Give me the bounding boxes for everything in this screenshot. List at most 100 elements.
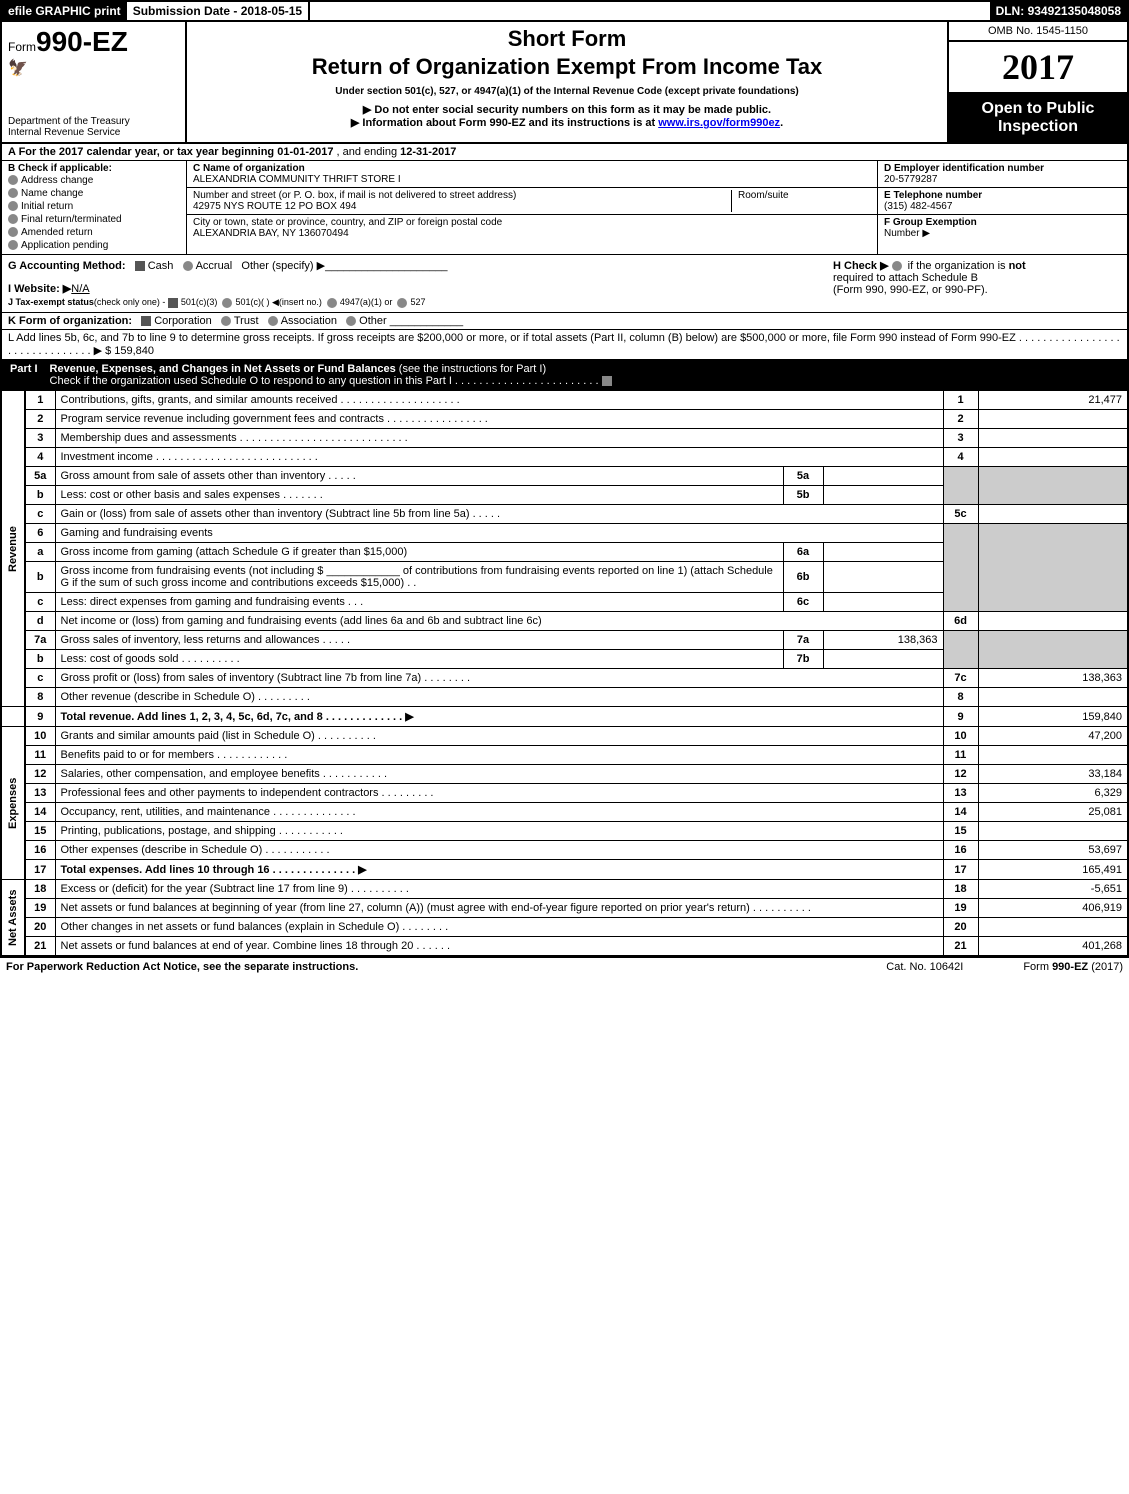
table-row: 7a Gross sales of inventory, less return… bbox=[1, 631, 1128, 650]
line-rnum: 11 bbox=[943, 746, 978, 765]
line-rnum: 5c bbox=[943, 505, 978, 524]
cb-amended-return[interactable]: Amended return bbox=[8, 226, 180, 239]
cb-address-change-label: Address change bbox=[21, 175, 93, 186]
k-label: K Form of organization: bbox=[8, 315, 132, 327]
line-desc: Gross income from fundraising events (no… bbox=[55, 562, 783, 593]
checkbox-icon[interactable] bbox=[168, 298, 178, 308]
checkbox-icon bbox=[8, 240, 18, 250]
line-rval: -5,651 bbox=[978, 880, 1128, 899]
checkbox-icon[interactable] bbox=[327, 298, 337, 308]
line-midval bbox=[823, 562, 943, 593]
department: Department of the Treasury Internal Reve… bbox=[8, 116, 179, 138]
bullet-info: ▶ Information about Form 990-EZ and its … bbox=[197, 116, 937, 129]
line-midval bbox=[823, 650, 943, 669]
submission-date-label: Submission Date - bbox=[133, 4, 241, 18]
checkbox-icon[interactable] bbox=[222, 298, 232, 308]
line-desc: Membership dues and assessments . . . . … bbox=[55, 429, 943, 448]
cb-final-return-label: Final return/terminated bbox=[21, 214, 122, 225]
line-desc: Gross profit or (loss) from sales of inv… bbox=[55, 669, 943, 688]
main-table: Revenue 1 Contributions, gifts, grants, … bbox=[0, 390, 1129, 956]
irs-link[interactable]: www.irs.gov/form990ez bbox=[658, 117, 780, 129]
form-number: Form990-EZ bbox=[8, 26, 179, 58]
footer-left: For Paperwork Reduction Act Notice, see … bbox=[6, 961, 358, 973]
line-num: 11 bbox=[25, 746, 55, 765]
cb-name-change[interactable]: Name change bbox=[8, 187, 180, 200]
netassets-vlabel: Net Assets bbox=[1, 880, 25, 956]
line-desc: Other expenses (describe in Schedule O) … bbox=[55, 841, 943, 860]
table-row: c Gross profit or (loss) from sales of i… bbox=[1, 669, 1128, 688]
website-row: I Website: ▶N/A bbox=[8, 282, 821, 295]
j-527: 527 bbox=[410, 297, 425, 307]
line-desc: Less: cost of goods sold . . . . . . . .… bbox=[55, 650, 783, 669]
ein-label: D Employer identification number bbox=[884, 163, 1044, 174]
table-row: 21 Net assets or fund balances at end of… bbox=[1, 937, 1128, 956]
line-num: 18 bbox=[25, 880, 55, 899]
footer-right-form: 990-EZ bbox=[1052, 961, 1088, 973]
line-rval bbox=[978, 448, 1128, 467]
form-number-big: 990-EZ bbox=[36, 26, 128, 57]
checkbox-icon[interactable] bbox=[141, 316, 151, 326]
group-exemption-row: F Group Exemption Number ▶ bbox=[878, 215, 1127, 241]
checkbox-icon[interactable] bbox=[268, 316, 278, 326]
line-num: 13 bbox=[25, 784, 55, 803]
checkbox-icon[interactable] bbox=[892, 261, 902, 271]
city-row: City or town, state or province, country… bbox=[187, 215, 877, 241]
website-value: N/A bbox=[71, 283, 89, 295]
table-row: d Net income or (loss) from gaming and f… bbox=[1, 612, 1128, 631]
city-label: City or town, state or province, country… bbox=[193, 217, 502, 228]
cb-application-pending[interactable]: Application pending bbox=[8, 239, 180, 252]
header-left: Form990-EZ 🦅 Department of the Treasury … bbox=[2, 22, 187, 142]
eagle-icon: 🦅 bbox=[8, 58, 179, 78]
shaded-cell bbox=[943, 524, 978, 612]
checkbox-icon[interactable] bbox=[397, 298, 407, 308]
line-num: 14 bbox=[25, 803, 55, 822]
line-midnum: 7a bbox=[783, 631, 823, 650]
line-desc: Gain or (loss) from sale of assets other… bbox=[55, 505, 943, 524]
spacer bbox=[310, 2, 989, 20]
line-midnum: 6a bbox=[783, 543, 823, 562]
table-row: 16 Other expenses (describe in Schedule … bbox=[1, 841, 1128, 860]
line-num: 16 bbox=[25, 841, 55, 860]
tax-year-begin: 01-01-2017 bbox=[277, 146, 333, 158]
part-1-title-bold: Revenue, Expenses, and Changes in Net As… bbox=[50, 363, 396, 375]
vlabel-spacer bbox=[1, 707, 25, 727]
line-num: 1 bbox=[25, 391, 55, 410]
cb-initial-return[interactable]: Initial return bbox=[8, 200, 180, 213]
bullet-info-post: . bbox=[780, 117, 783, 129]
line-midnum: 5a bbox=[783, 467, 823, 486]
line-desc: Benefits paid to or for members . . . . … bbox=[55, 746, 943, 765]
checkbox-icon[interactable] bbox=[346, 316, 356, 326]
efile-print-label: efile GRAPHIC print bbox=[2, 2, 127, 20]
table-row: 19 Net assets or fund balances at beginn… bbox=[1, 899, 1128, 918]
line-rval: 53,697 bbox=[978, 841, 1128, 860]
line-rval bbox=[978, 410, 1128, 429]
section-a: A For the 2017 calendar year, or tax yea… bbox=[0, 144, 1129, 161]
dept-irs: Internal Revenue Service bbox=[8, 127, 179, 138]
header-row: Form990-EZ 🦅 Department of the Treasury … bbox=[0, 22, 1129, 144]
cb-address-change[interactable]: Address change bbox=[8, 174, 180, 187]
line-rval: 6,329 bbox=[978, 784, 1128, 803]
cb-final-return[interactable]: Final return/terminated bbox=[8, 213, 180, 226]
part-1-header: Part I Revenue, Expenses, and Changes in… bbox=[0, 360, 1129, 390]
expenses-vlabel: Expenses bbox=[1, 727, 25, 880]
line-rnum: 6d bbox=[943, 612, 978, 631]
street-value: 42975 NYS ROUTE 12 PO BOX 494 bbox=[193, 201, 356, 212]
l-text: L Add lines 5b, 6c, and 7b to line 9 to … bbox=[8, 332, 1120, 357]
checkbox-icon[interactable] bbox=[183, 261, 193, 271]
l-value: 159,840 bbox=[114, 345, 154, 357]
line-num: 17 bbox=[25, 860, 55, 880]
checkbox-icon[interactable] bbox=[135, 261, 145, 271]
checkbox-icon[interactable] bbox=[602, 376, 612, 386]
line-desc: Professional fees and other payments to … bbox=[55, 784, 943, 803]
section-l: L Add lines 5b, 6c, and 7b to line 9 to … bbox=[0, 330, 1129, 360]
line-desc: Less: cost or other basis and sales expe… bbox=[55, 486, 783, 505]
line-num: 15 bbox=[25, 822, 55, 841]
tax-year-end: 12-31-2017 bbox=[400, 146, 456, 158]
table-row: 4 Investment income . . . . . . . . . . … bbox=[1, 448, 1128, 467]
checkbox-icon[interactable] bbox=[221, 316, 231, 326]
line-desc: Other changes in net assets or fund bala… bbox=[55, 918, 943, 937]
line-rnum: 14 bbox=[943, 803, 978, 822]
bullet-ssn: ▶ Do not enter social security numbers o… bbox=[197, 103, 937, 116]
footer-right-pre: Form bbox=[1023, 961, 1052, 973]
short-form-title: Short Form bbox=[197, 26, 937, 52]
